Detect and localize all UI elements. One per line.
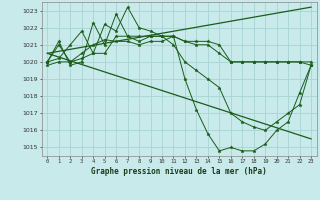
X-axis label: Graphe pression niveau de la mer (hPa): Graphe pression niveau de la mer (hPa) (91, 167, 267, 176)
